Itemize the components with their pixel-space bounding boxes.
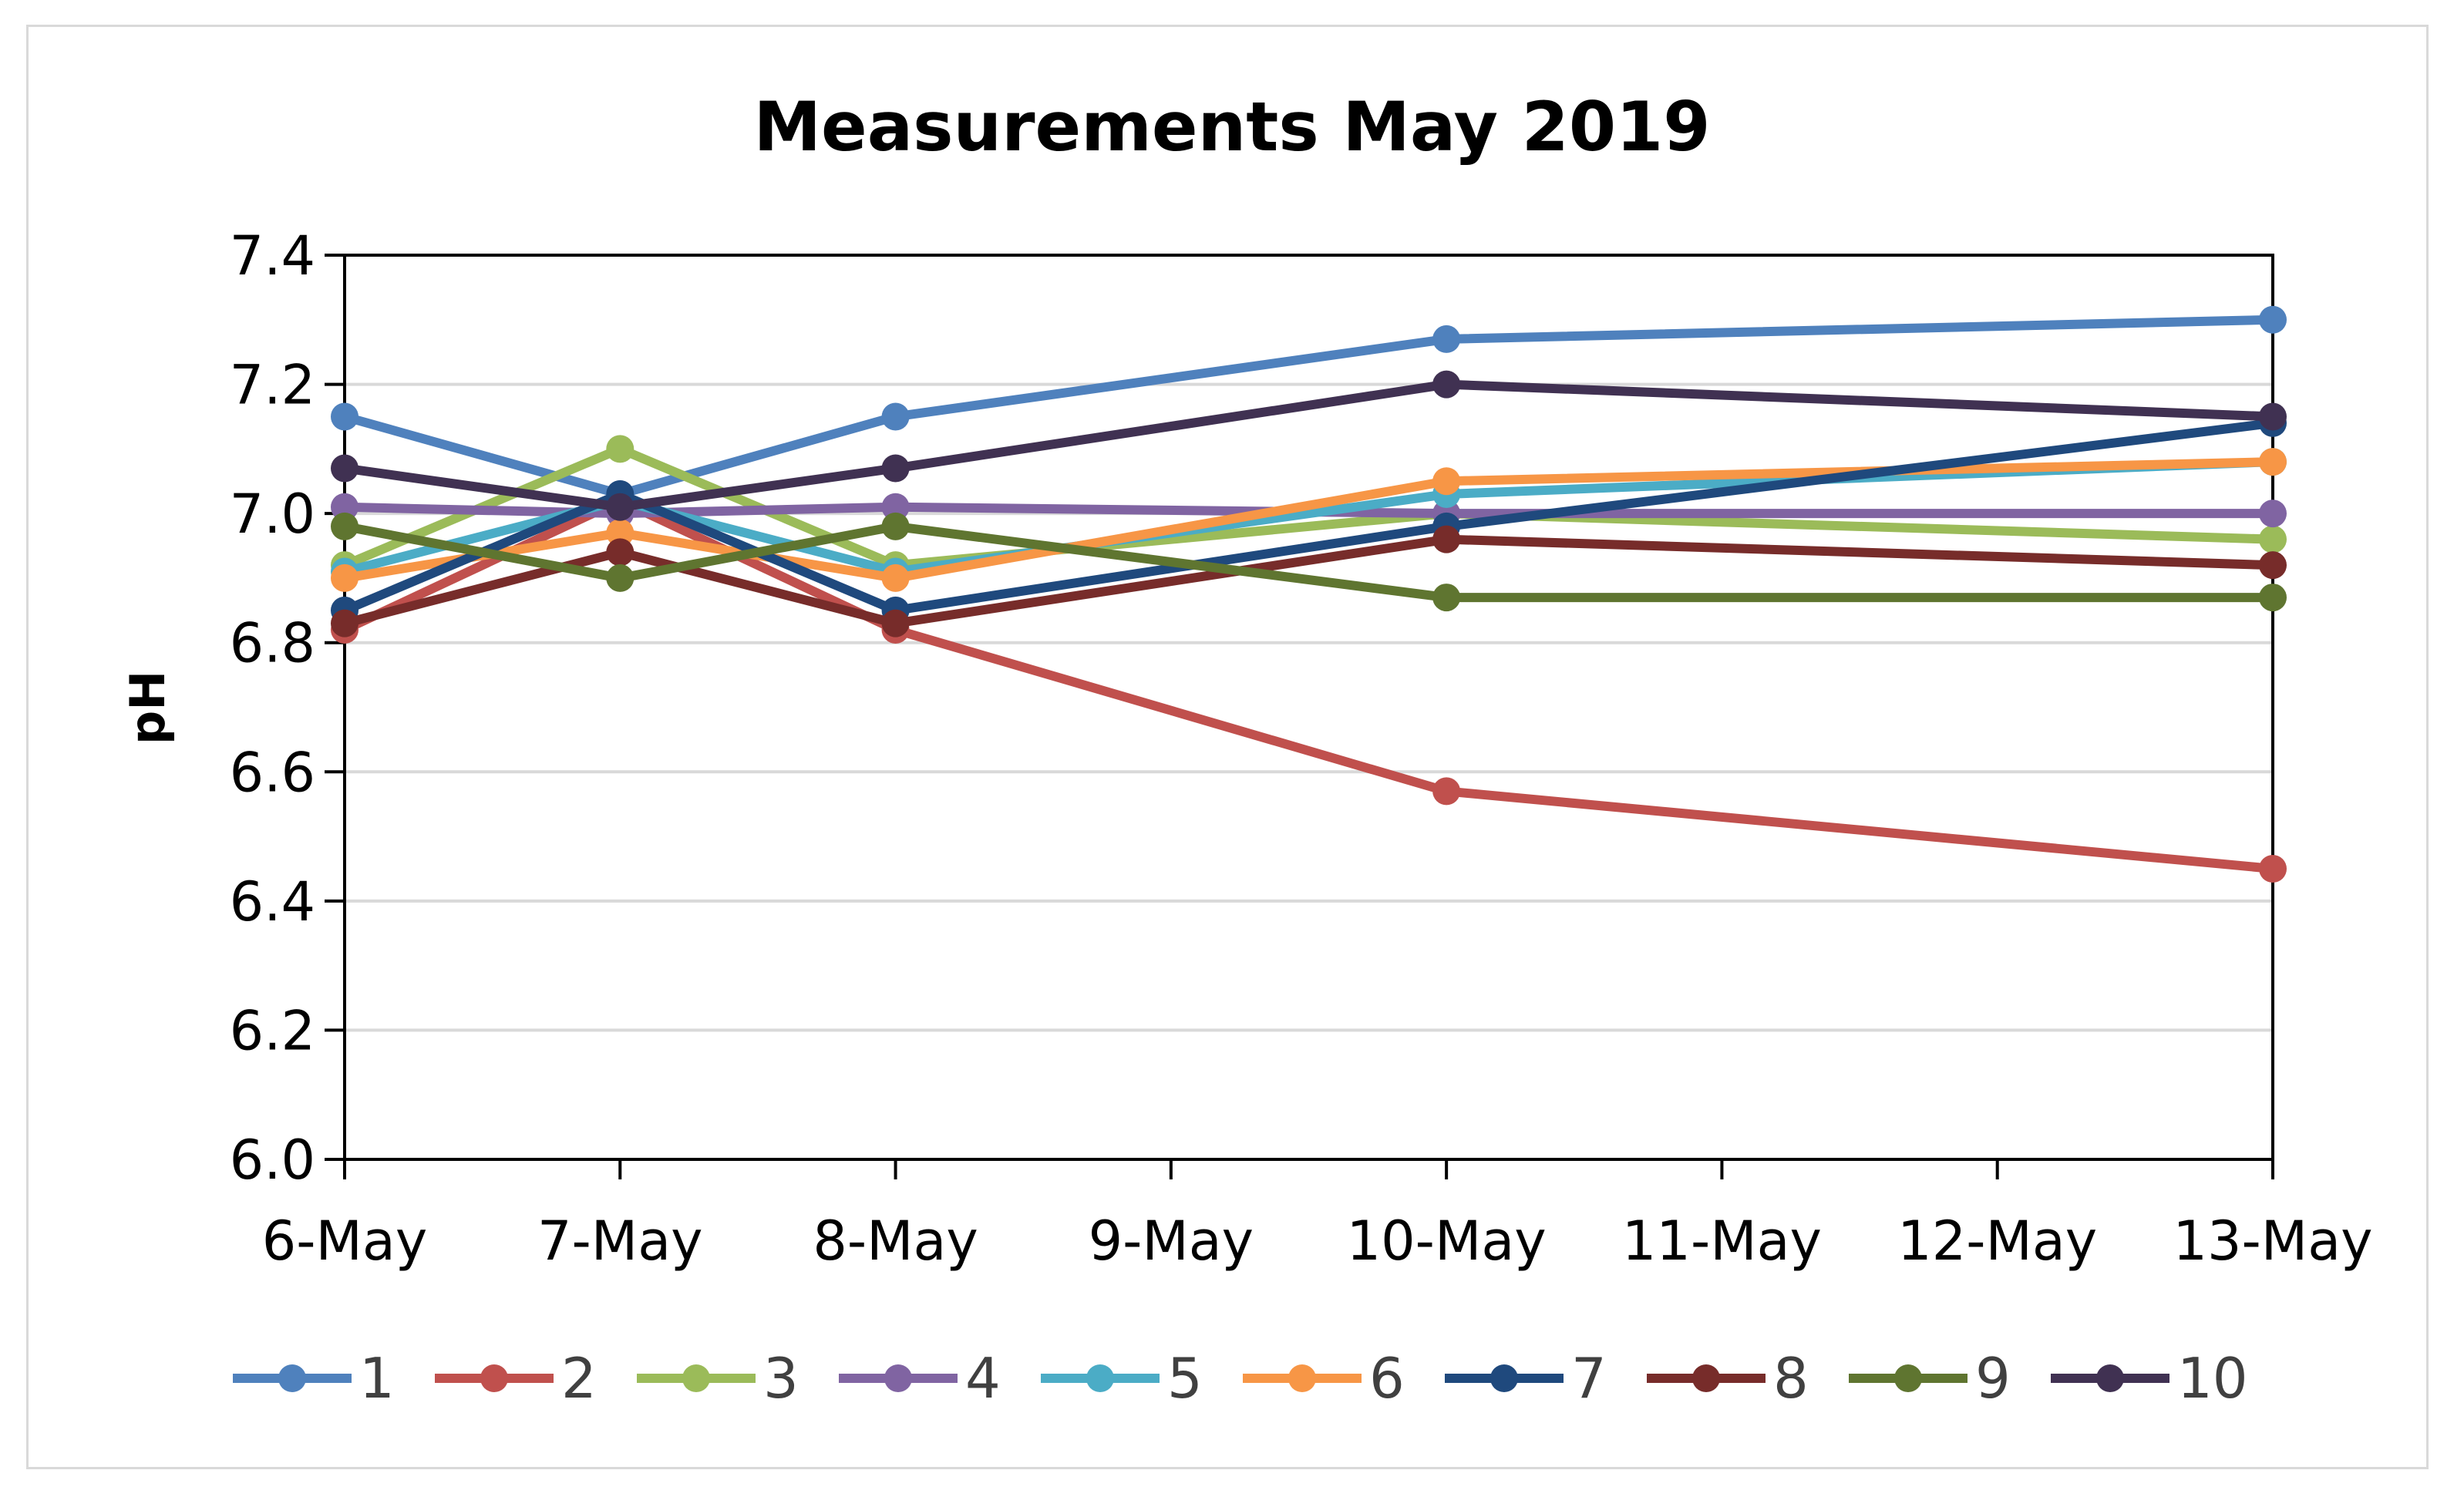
- legend-item-1: 1: [233, 1346, 395, 1411]
- data-point: [881, 609, 910, 637]
- data-point: [2259, 525, 2287, 553]
- data-point: [2259, 584, 2287, 612]
- data-point: [606, 538, 635, 567]
- legend-swatch-marker: [1490, 1364, 1518, 1392]
- legend-label: 5: [1167, 1346, 1203, 1411]
- series-6: [331, 448, 2287, 592]
- legend-swatch-marker: [2096, 1364, 2124, 1392]
- data-point: [2259, 854, 2287, 883]
- legend-item-6: 6: [1243, 1346, 1405, 1411]
- legend-item-10: 10: [2051, 1346, 2248, 1411]
- legend-swatch-marker: [1692, 1364, 1720, 1392]
- legend-item-4: 4: [839, 1346, 1001, 1411]
- y-tick-label: 6.6: [230, 741, 315, 804]
- data-point: [1432, 584, 1461, 612]
- data-point: [881, 454, 910, 483]
- x-tick-label: 10-May: [1347, 1209, 1547, 1273]
- legend-swatch-marker: [884, 1364, 912, 1392]
- legend: 1 2 3 4 5 6 7 8 9 10: [233, 1346, 2248, 1411]
- y-tick-label: 6.4: [230, 870, 315, 934]
- legend-item-3: 3: [637, 1346, 799, 1411]
- data-point: [881, 512, 910, 540]
- legend-label: 1: [359, 1346, 395, 1411]
- y-tick-label: 6.0: [230, 1129, 315, 1192]
- y-tick-label: 7.0: [230, 483, 315, 546]
- x-tick-label: 9-May: [1089, 1209, 1254, 1273]
- gridlines: [345, 254, 2273, 1032]
- legend-label: 2: [561, 1346, 597, 1411]
- data-point: [1432, 467, 1461, 496]
- plot-area-border: [343, 254, 2274, 1161]
- data-point: [331, 563, 358, 592]
- data-point: [881, 402, 910, 431]
- y-tick-label: 7.2: [230, 354, 315, 417]
- legend-swatch-marker: [1894, 1364, 1922, 1392]
- data-point: [2259, 551, 2287, 580]
- legend-item-2: 2: [435, 1346, 597, 1411]
- series-layer: [331, 305, 2287, 883]
- data-point: [606, 519, 635, 547]
- data-point: [881, 563, 910, 592]
- legend-item-7: 7: [1445, 1346, 1607, 1411]
- series-4: [331, 493, 2287, 528]
- x-axis-ticks: 6-May 7-May 8-May 9-May 10-May 11-May 12-May 13…: [262, 1159, 2373, 1273]
- legend-swatch-marker: [1288, 1364, 1316, 1392]
- x-tick-label: 12-May: [1897, 1209, 2097, 1273]
- x-tick-label: 7-May: [537, 1209, 703, 1273]
- data-point: [881, 493, 910, 521]
- legend-label: 6: [1369, 1346, 1405, 1411]
- y-axis-ticks: 6.0 6.2 6.4 6.6 6.8 7.0 7.2 7.4: [230, 224, 345, 1192]
- data-point: [2259, 402, 2287, 431]
- data-point: [331, 454, 358, 483]
- legend-swatch-marker: [480, 1364, 508, 1392]
- x-tick-label: 8-May: [813, 1209, 978, 1273]
- legend-swatch-marker: [682, 1364, 710, 1392]
- y-axis-label: pH: [119, 671, 176, 745]
- data-point: [331, 402, 358, 431]
- series-8: [331, 525, 2287, 637]
- data-point: [1432, 325, 1461, 353]
- legend-label: 9: [1975, 1346, 2011, 1411]
- data-point: [331, 512, 358, 540]
- data-point: [2259, 500, 2287, 528]
- legend-label: 10: [2177, 1346, 2248, 1411]
- legend-item-8: 8: [1647, 1346, 1809, 1411]
- data-point: [331, 493, 358, 521]
- chart-frame: [26, 25, 2429, 1469]
- legend-item-5: 5: [1041, 1346, 1203, 1411]
- data-point: [1432, 525, 1461, 553]
- data-point: [2259, 305, 2287, 334]
- data-point: [606, 563, 635, 592]
- series-9: [331, 512, 2287, 612]
- y-tick-label: 6.2: [230, 999, 315, 1062]
- legend-item-9: 9: [1849, 1346, 2011, 1411]
- data-point: [1432, 777, 1461, 806]
- y-tick-label: 7.4: [230, 224, 315, 288]
- legend-label: 7: [1571, 1346, 1607, 1411]
- x-tick-label: 6-May: [262, 1209, 428, 1273]
- axes: [343, 254, 2274, 1161]
- y-tick-label: 6.8: [230, 612, 315, 675]
- legend-swatch-marker: [1086, 1364, 1114, 1392]
- data-point: [331, 609, 358, 637]
- chart-title: Measurements May 2019: [753, 87, 1710, 167]
- x-tick-label: 11-May: [1622, 1209, 1822, 1273]
- data-point: [2259, 448, 2287, 476]
- legend-label: 8: [1773, 1346, 1809, 1411]
- x-tick-label: 13-May: [2173, 1209, 2372, 1273]
- legend-label: 4: [965, 1346, 1001, 1411]
- data-point: [606, 493, 635, 521]
- legend-label: 3: [763, 1346, 799, 1411]
- legend-swatch-marker: [278, 1364, 306, 1392]
- data-point: [1432, 370, 1461, 399]
- series-10: [331, 370, 2287, 521]
- data-point: [606, 435, 635, 463]
